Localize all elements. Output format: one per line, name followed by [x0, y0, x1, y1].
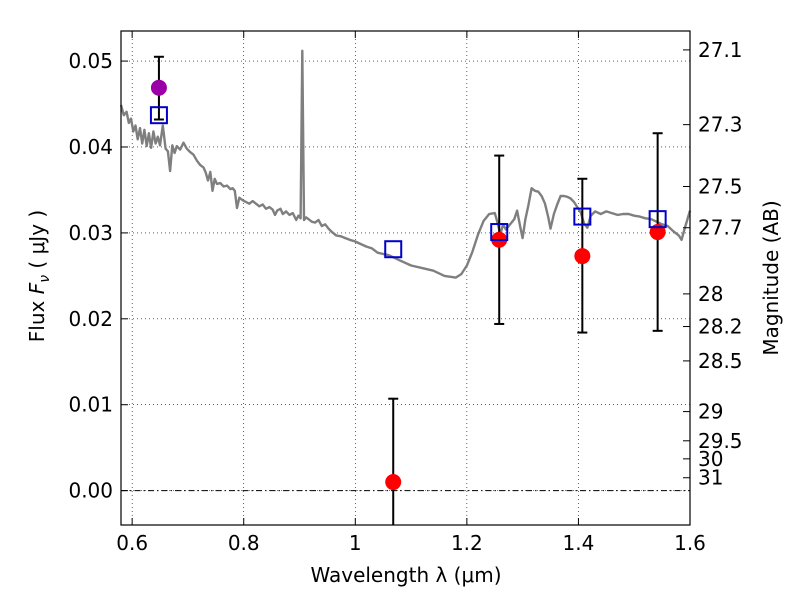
y-tick-label: 0.04 [68, 135, 113, 159]
magnitude-tick-label: 27.1 [698, 38, 743, 62]
model-spectrum [119, 49, 692, 279]
x-tick-label: 1.6 [674, 531, 706, 555]
magnitude-axis-label: Magnitude (AB) [759, 200, 783, 355]
photometry-point [150, 79, 167, 96]
y-tick-label: 0.00 [68, 479, 113, 503]
magnitude-tick-label: 28.5 [698, 349, 743, 373]
model-flux-square [648, 210, 667, 229]
model-flux-square [384, 240, 403, 259]
y-axis-ticks: 0.00 0.01 0.02 0.03 0.04 0.05 [68, 49, 128, 503]
magnitude-tick-label: 28 [698, 282, 723, 306]
magnitude-tick-label: 27.3 [698, 113, 743, 137]
magnitude-tick-label: 28.2 [698, 315, 743, 339]
model-flux-square [490, 223, 509, 242]
spectrum-line [119, 49, 692, 279]
model-flux-square [573, 207, 592, 226]
plot-frame [120, 30, 691, 526]
y-tick-label: 0.02 [68, 307, 113, 331]
x-tick-label: 1.4 [563, 531, 595, 555]
photometry-point [385, 474, 402, 491]
magnitude-tick-label: 31 [698, 466, 723, 490]
magnitude-tick-label: 29 [698, 400, 723, 424]
grid-lines [121, 31, 690, 525]
y-tick-label: 0.01 [68, 393, 113, 417]
data-markers [149, 79, 667, 491]
x-tick-label: 1.2 [451, 531, 483, 555]
y-axis-label-symbol: F [25, 282, 49, 294]
y-tick-label: 0.05 [68, 49, 113, 73]
y-axis-label: Flux Fν ( μJy ) [25, 210, 53, 342]
magnitude-tick-label: 29.5 [698, 429, 743, 453]
magnitude-tick-label: 27.7 [698, 216, 743, 240]
y-tick-label: 0.03 [68, 221, 113, 245]
y-axis-label-prefix: Flux [25, 294, 49, 342]
photometry-point [649, 224, 666, 241]
magnitude-tick-label: 30 [698, 447, 723, 471]
model-flux-square [149, 106, 168, 125]
y-axis-label-subscript: ν [37, 275, 53, 283]
photometry-point [574, 248, 591, 265]
magnitude-tick-label: 27.5 [698, 175, 743, 199]
x-axis-label: Wavelength λ (μm) [310, 563, 501, 587]
x-tick-label: 1 [349, 531, 362, 555]
x-axis-ticks: 0.6 0.8 1 1.2 1.4 1.6 [116, 31, 706, 555]
x-tick-label: 0.8 [228, 531, 260, 555]
y-axis-label-suffix: ( μJy ) [25, 210, 49, 275]
error-bars [153, 55, 663, 525]
x-tick-label: 0.6 [116, 531, 148, 555]
